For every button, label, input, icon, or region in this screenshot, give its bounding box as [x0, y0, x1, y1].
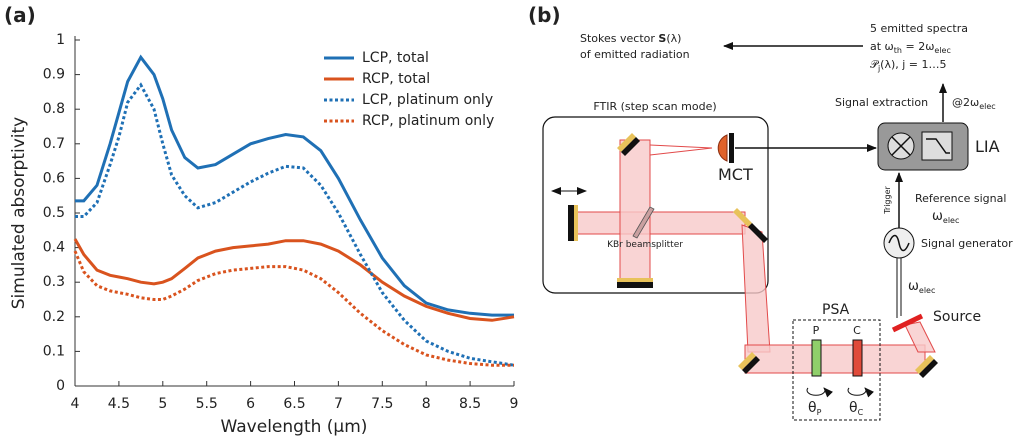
theta-c: θC: [849, 400, 864, 417]
rotation: [848, 388, 866, 395]
diagram: (b) FTIR (step scan mode) KBr beamsplitt…: [528, 3, 1013, 420]
compensator-label: C: [853, 324, 861, 337]
text-part: at ω: [870, 40, 894, 53]
x-tick-label: 8: [422, 396, 431, 412]
lia-label: LIA: [975, 137, 1000, 156]
source-label: Source: [933, 309, 981, 325]
y-tick-label: 0.5: [43, 205, 65, 221]
text-part: = 2ω: [902, 40, 934, 53]
y-tick-label: 0.7: [43, 136, 65, 152]
filter: [922, 132, 952, 160]
legend-label: LCP, total: [362, 50, 429, 66]
theta-p: θP: [808, 400, 822, 417]
trigger-label: Trigger: [883, 185, 892, 214]
ftir-label: FTIR (step scan mode): [593, 100, 716, 113]
y-axis-label: Simulated absorptivity: [9, 117, 29, 309]
y-tick-label: 0.1: [43, 343, 65, 359]
spectra-label: 𝒫j(λ), j = 1…5: [870, 58, 947, 73]
compensator: [853, 340, 862, 376]
y-tick-label: 1: [56, 32, 65, 48]
psa-label: PSA: [822, 302, 850, 318]
text-part: Stokes vector: [580, 32, 658, 45]
text-part: th: [894, 46, 902, 55]
y-tick-label: 0.9: [43, 67, 65, 83]
rotation: [807, 388, 825, 395]
y-tick-label: 0.4: [43, 240, 65, 256]
text-part: θ: [808, 400, 817, 416]
generator-label: Signal generator: [921, 237, 1013, 250]
plot: 0 0.1 0.2 0.3 0.4 0.5 0.6 0.7 0.8 0.9 1 4 4.5 5 5.5 6 6.…: [43, 32, 519, 412]
text-part: @2ω: [952, 96, 979, 109]
beamsplitter-label: KBr beamsplitter: [607, 240, 683, 250]
x-tick-label: 5.5: [196, 396, 218, 412]
text-part: ω: [908, 279, 919, 294]
stokes-label: of emitted radiation: [580, 48, 690, 61]
line: [75, 251, 514, 365]
text-part: P: [817, 408, 822, 417]
spectra-label: 5 emitted spectra: [870, 22, 968, 35]
text-part: (λ), j = 1…5: [880, 58, 946, 71]
line: [75, 239, 514, 320]
spectra-label: at ωth = 2ωelec: [870, 40, 951, 55]
panel-label: (b): [528, 3, 561, 27]
stokes-label: Stokes vector S(λ): [580, 32, 681, 45]
text-part: elec: [934, 46, 950, 55]
page: (a) Wavelength (μm) Simulated absorptivi…: [0, 0, 1022, 444]
figure: (a) Wavelength (μm) Simulated absorptivi…: [0, 0, 1022, 444]
x-tick-label: 6: [246, 396, 255, 412]
y-tick-label: 0.2: [43, 309, 65, 325]
x-tick-label: 6.5: [283, 396, 305, 412]
y-tick-label: 0.6: [43, 170, 65, 186]
text-part: ω: [932, 209, 943, 224]
text-part: θ: [849, 400, 858, 416]
x-axis-label: Wavelength (μm): [221, 417, 368, 437]
reference-freq: ωelec: [932, 209, 959, 225]
beam: [575, 140, 935, 373]
x-tick-label: 5: [158, 396, 167, 412]
detector: [729, 133, 734, 163]
text-part: elec: [943, 216, 959, 225]
cable: [897, 258, 901, 318]
extraction-label: Signal extraction: [835, 96, 928, 109]
text-part: elec: [919, 286, 935, 295]
legend-label: RCP, total: [362, 71, 430, 87]
polarizer-label: P: [813, 324, 820, 337]
x-tick-label: 4.5: [108, 396, 130, 412]
x-tick-label: 8.5: [459, 396, 481, 412]
polarizer: [812, 340, 821, 376]
text-part: elec: [979, 102, 995, 111]
y-tick-label: 0.3: [43, 274, 65, 290]
text-part: S: [658, 32, 666, 45]
legend-label: RCP, platinum only: [362, 113, 494, 129]
extraction-freq: @2ωelec: [952, 96, 996, 111]
x-tick-label: 7: [334, 396, 343, 412]
source-freq: ωelec: [908, 279, 935, 295]
x-tick-label: 9: [510, 396, 519, 412]
y-tick-label: 0.8: [43, 101, 65, 117]
legend-label: LCP, platinum only: [362, 92, 493, 108]
text-part: (λ): [666, 32, 681, 45]
panel-label: (a): [4, 3, 36, 27]
detector: [718, 135, 727, 161]
text-part: C: [858, 408, 864, 417]
y-tick-label: 0: [56, 378, 65, 394]
x-tick-label: 7.5: [371, 396, 393, 412]
reference-label: Reference signal: [915, 192, 1006, 205]
mct-label: MCT: [718, 165, 753, 184]
x-tick-label: 4: [71, 396, 80, 412]
